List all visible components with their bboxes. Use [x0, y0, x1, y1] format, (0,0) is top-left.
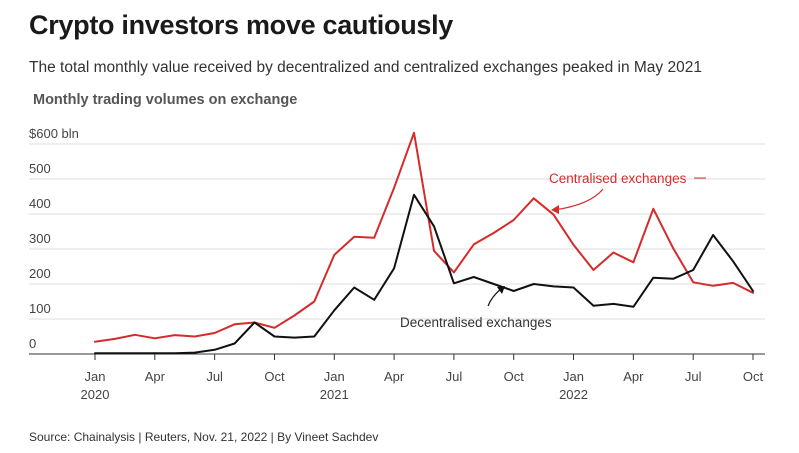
decentralised-series-line: [94, 193, 754, 355]
page-title: Crypto investors move cautiously: [29, 10, 454, 40]
centralised-annotation: Centralised exchanges: [549, 171, 687, 186]
y-tick-label: 500: [29, 161, 51, 176]
annotations: Centralised exchanges Decentralised exch…: [400, 171, 706, 330]
centralised-annotation-arrow: [553, 188, 604, 211]
x-tick-label: Jul: [446, 369, 463, 384]
series-lines: [94, 131, 754, 355]
x-tick-label: Oct: [264, 369, 285, 384]
x-tick-year: 2021: [320, 387, 349, 402]
x-tick-year: 2020: [81, 387, 110, 402]
x-tick-label: Apr: [145, 369, 166, 384]
y-tick-label: 200: [29, 266, 51, 281]
x-axis-ticks: Jan 2020 Apr Jul Oct Jan 2021 Apr Jul Oct Jan 2022 A…: [81, 354, 764, 402]
page-subtitle: The total monthly value received by dece…: [29, 59, 702, 76]
y-axis-ticks: 0 100 200 300 400 500 $600 bln: [29, 126, 79, 351]
x-tick-label: Oct: [743, 369, 764, 384]
x-tick-year: 2022: [559, 387, 588, 402]
x-tick-label: Jan: [85, 369, 106, 384]
y-tick-label: 400: [29, 196, 51, 211]
chart-title: Monthly trading volumes on exchange: [33, 92, 298, 108]
y-tick-label: 100: [29, 301, 51, 316]
decentralised-arrowhead: [497, 286, 505, 294]
x-tick-label: Jan: [563, 369, 584, 384]
x-tick-label: Jul: [206, 369, 223, 384]
centralised-series-line: [94, 131, 754, 343]
x-tick-label: Apr: [384, 369, 405, 384]
x-tick-label: Oct: [504, 369, 525, 384]
y-tick-label: 300: [29, 231, 51, 246]
x-tick-label: Jan: [324, 369, 345, 384]
source-note: Source: Chainalysis | Reuters, Nov. 21, …: [29, 430, 379, 444]
y-tick-label: 0: [29, 336, 36, 351]
centralised-arrowhead: [551, 205, 559, 214]
x-tick-label: Jul: [685, 369, 702, 384]
decentralised-annotation: Decentralised exchanges: [400, 315, 552, 330]
x-tick-label: Apr: [623, 369, 644, 384]
y-tick-label: $600 bln: [29, 126, 79, 141]
